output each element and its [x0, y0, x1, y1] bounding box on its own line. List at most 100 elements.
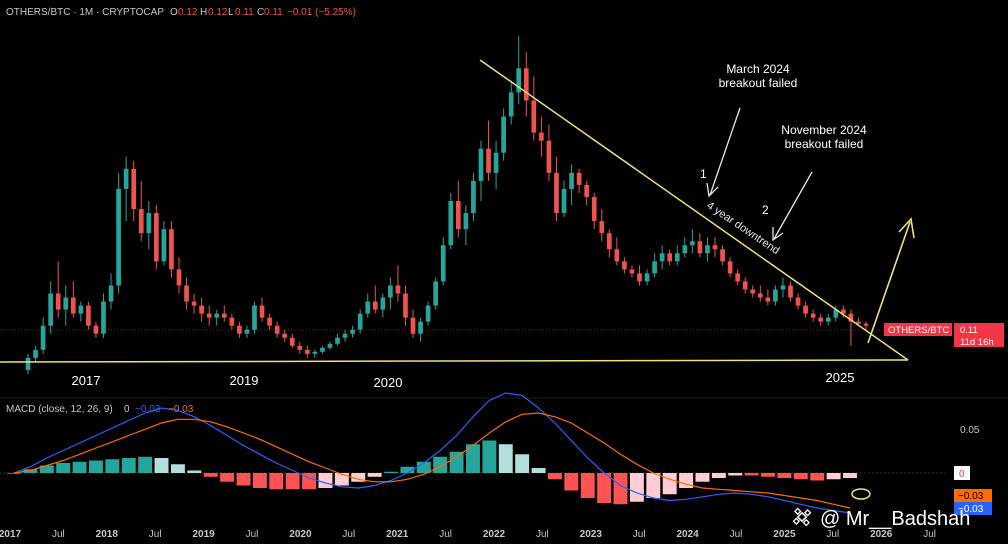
candle-body: [274, 325, 280, 334]
macd-histogram-bar: [498, 444, 513, 473]
november-annotation-line2: breakout failed: [785, 137, 864, 151]
candle-body: [637, 273, 642, 282]
time-axis-label: Jul: [342, 529, 355, 540]
candle-body: [825, 317, 831, 322]
candle-body: [372, 301, 378, 310]
candle: [825, 313, 831, 326]
macd-axis-top: 0.05: [960, 425, 980, 436]
macd-histogram-bar: [728, 473, 743, 476]
candle-body: [742, 281, 748, 290]
candle: [810, 309, 816, 322]
macd-line: [13, 392, 851, 514]
price-year-label: 2025: [826, 370, 855, 385]
binance-logo-icon: [792, 507, 812, 527]
time-axis-label: 2022: [483, 529, 506, 540]
change-value: −0.01 (−5.25%): [287, 7, 356, 18]
candle: [780, 277, 786, 298]
candle-body: [161, 229, 167, 262]
time-axis: 2017 Jul 2018 Jul 2019 Jul 2020 Jul 2021 Jul 2022 J…: [0, 529, 936, 540]
macd-histogram-bar: [711, 473, 726, 478]
candle: [86, 301, 91, 330]
marker-2: 2: [762, 203, 769, 217]
time-axis-label: 2021: [386, 529, 409, 540]
candle: [184, 277, 189, 310]
price-value-text: 0.11: [960, 325, 978, 336]
macd-histogram-bar: [351, 473, 366, 482]
candle-body: [214, 313, 220, 318]
macd-histogram-bar: [88, 460, 103, 473]
macd-histogram-bar: [7, 473, 21, 474]
candle-body: [221, 313, 227, 318]
time-axis-label: Jul: [730, 529, 743, 540]
march-annotation-line1: March 2024: [726, 62, 790, 76]
candle-body: [523, 68, 529, 101]
candle-body: [388, 285, 393, 298]
macd-histogram-bar: [531, 468, 546, 473]
candle: [584, 180, 590, 206]
candle: [161, 221, 167, 266]
candle-body: [569, 172, 574, 189]
candle-body: [652, 261, 657, 274]
candle: [757, 285, 763, 302]
candle: [395, 265, 401, 302]
candle: [652, 253, 657, 278]
macd-histogram-bar: [777, 473, 792, 478]
symbol-label: OTHERS/BTC · 1M · CRYPTOCAP: [6, 7, 164, 18]
candle: [690, 229, 695, 254]
macd-zero-badge: [954, 466, 970, 480]
candle-body: [259, 305, 265, 318]
candle-body: [803, 305, 808, 314]
macd-label: MACD (close, 12, 26, 9): [6, 404, 113, 415]
march-arrow: [706, 107, 741, 198]
candle-body: [138, 209, 144, 234]
candle: [176, 257, 182, 294]
candle-body: [146, 213, 152, 234]
candle: [365, 293, 371, 318]
macd-histogram-bar: [843, 473, 857, 478]
time-axis-label: Jul: [52, 529, 65, 540]
candle-body: [750, 289, 756, 294]
candle: [146, 201, 152, 250]
candle-body: [380, 297, 386, 310]
candle-body: [735, 273, 740, 282]
candle: [554, 156, 559, 222]
candle: [818, 313, 824, 326]
candle-body: [682, 245, 688, 254]
candle-body: [493, 152, 499, 173]
macd-signal-value: −0.03: [168, 404, 194, 415]
macd-histogram-bar: [662, 473, 677, 495]
symbol-badge: [884, 323, 952, 336]
macd-histogram-bar: [39, 465, 54, 473]
candle-body: [712, 245, 718, 250]
candle-body: [508, 92, 514, 117]
time-axis-label: Jul: [439, 529, 452, 540]
macd-histogram-bar: [449, 451, 464, 473]
macd-histogram-bar: [170, 464, 185, 473]
candle-body: [606, 233, 612, 250]
low-value: 0.11: [235, 7, 254, 18]
time-axis-label: Jul: [923, 529, 936, 540]
candle: [372, 285, 378, 314]
macd-badge: [954, 502, 992, 515]
candle: [131, 160, 137, 222]
price-value-badge: [954, 323, 1004, 347]
macd-histogram-bar: [646, 473, 661, 498]
candle-body: [795, 297, 801, 306]
macd-histogram-bar: [187, 470, 202, 473]
candle: [546, 124, 552, 181]
candle-body: [169, 229, 174, 270]
candle: [138, 180, 144, 242]
time-axis-label: Jul: [633, 529, 646, 540]
november-arrow: [772, 171, 813, 242]
candle-body: [584, 184, 590, 197]
candle: [403, 285, 408, 326]
time-axis-label: 2017: [0, 529, 22, 540]
candle: [659, 245, 665, 270]
candle-body: [448, 201, 454, 246]
candle-body: [282, 333, 288, 338]
candle: [116, 172, 121, 294]
candle-body: [199, 305, 204, 314]
candle: [229, 313, 235, 330]
candle: [237, 321, 242, 338]
macd-histogram-bar: [597, 473, 612, 503]
